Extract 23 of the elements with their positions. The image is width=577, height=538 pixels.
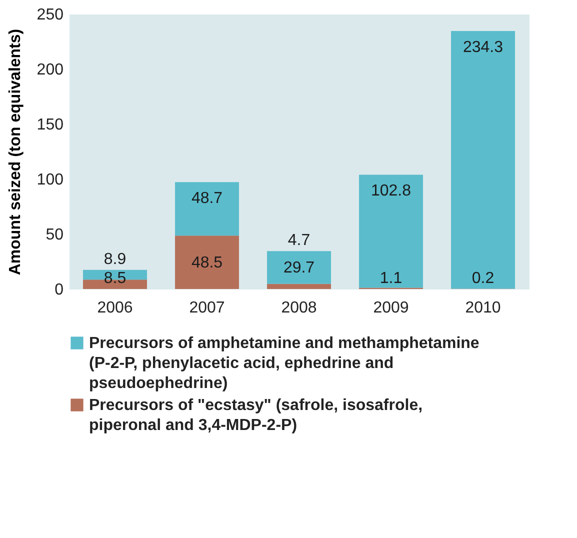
data-label: 1.1 xyxy=(380,270,402,287)
legend-label: Precursors of "ecstasy" (safrole, isosafrole, piperonal and 3,4-MDP-2-P) xyxy=(89,397,423,434)
y-tick-label: 200 xyxy=(36,62,64,78)
y-tick-label: 100 xyxy=(36,172,64,188)
data-label: 4.7 xyxy=(288,232,310,250)
legend-label: Precursors of amphetamine and methamphetamine (P-2-P, phenylacetic acid, ephedrine and pseudoephedrine) xyxy=(89,335,480,392)
y-tick-label: 50 xyxy=(46,226,64,244)
x-tick-label: 2009 xyxy=(373,300,409,316)
data-label: 8.9 xyxy=(104,250,126,268)
x-tick-label: 2010 xyxy=(465,300,501,316)
y-tick-label: 250 xyxy=(36,6,64,24)
data-label: 234.3 xyxy=(462,39,504,56)
data-label: 102.8 xyxy=(370,182,412,200)
data-label: 48.7 xyxy=(191,190,223,208)
y-axis-title: Amount seized (ton equivalents) xyxy=(6,28,24,276)
x-tick-label: 2006 xyxy=(97,300,133,316)
x-tick-label: 2008 xyxy=(281,300,317,316)
data-label: 48.5 xyxy=(191,254,223,272)
y-tick-label: 150 xyxy=(36,116,64,134)
y-tick-label: 0 xyxy=(54,282,64,298)
x-tick-label: 2007 xyxy=(189,300,225,316)
data-label: 0.2 xyxy=(472,270,494,287)
data-label: 29.7 xyxy=(283,259,315,276)
